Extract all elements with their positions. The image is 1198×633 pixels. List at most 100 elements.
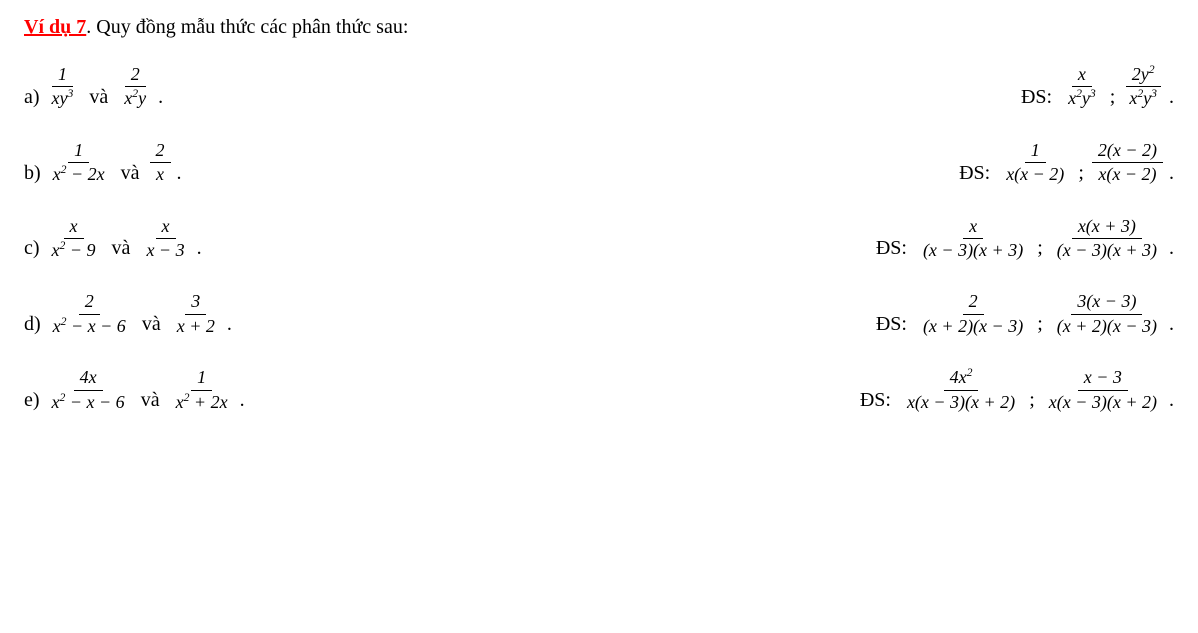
period: . [158,86,163,111]
separator: ; [1078,162,1084,187]
item-label: b) [24,162,41,187]
fraction-left-1: 1x2 − 2x [47,139,111,187]
exercise-right: ĐS:2(x + 2)(x − 3);3(x − 3)(x + 2)(x − 3… [876,290,1174,338]
fraction-right-1-denominator: x(x − 2) [1000,163,1070,186]
fraction-right-2: 3(x − 3)(x + 2)(x − 3) [1051,290,1163,338]
fraction-left-2: 3x + 2 [171,290,221,338]
item-label: e) [24,389,40,414]
fraction-left-2-numerator: x [156,215,176,239]
title-line: Ví dụ 7. Quy đồng mẫu thức các phân thức… [24,16,1174,39]
fraction-right-1-numerator: x [1072,63,1092,87]
fraction-left-1-numerator: 1 [68,139,89,163]
fraction-left-1-numerator: 1 [52,63,73,87]
answer-label: ĐS: [1021,86,1052,111]
fraction-right-2-numerator: 3(x − 3) [1071,290,1142,314]
fraction-right-2: 2y2x2y3 [1123,63,1163,111]
exercise-right: ĐS:x(x − 3)(x + 3);x(x + 3)(x − 3)(x + 3… [876,215,1174,263]
fraction-left-2: xx − 3 [140,215,190,263]
fraction-left-2-numerator: 3 [185,290,206,314]
period: . [1169,313,1174,338]
connector-va: và [89,86,108,111]
period: . [1169,86,1174,111]
period: . [1169,389,1174,414]
fraction-right-1: 1x(x − 2) [1000,139,1070,187]
fraction-right-1-denominator: x2y3 [1062,87,1102,110]
fraction-right-2-numerator: 2y2 [1126,63,1161,87]
fraction-right-2-denominator: x(x − 2) [1092,163,1162,186]
exercise-left: d)2x2 − x − 6và3x + 2. [24,290,232,338]
exercise-right: ĐS:xx2y3;2y2x2y3. [1021,63,1174,111]
fraction-left-1-numerator: 2 [79,290,100,314]
fraction-right-1-numerator: 2 [963,290,984,314]
connector-va: và [112,237,131,262]
fraction-left-2: 1x2 + 2x [170,366,234,414]
fraction-left-1: xx2 − 9 [46,215,102,263]
period: . [177,162,182,187]
fraction-right-2-numerator: x(x + 3) [1072,215,1142,239]
fraction-left-1: 1xy3 [46,63,80,111]
period: . [1169,237,1174,262]
period: . [240,389,245,414]
fraction-left-1: 4xx2 − x − 6 [46,366,131,414]
connector-va: và [142,313,161,338]
separator: ; [1037,313,1043,338]
period: . [227,313,232,338]
fraction-left-2-numerator: 2 [150,139,171,163]
fraction-right-1: xx2y3 [1062,63,1102,111]
separator: ; [1029,389,1035,414]
answer-label: ĐS: [876,237,907,262]
fraction-right-2-denominator: x(x − 3)(x + 2) [1043,391,1163,414]
exercise-left: b)1x2 − 2xvà2x. [24,139,182,187]
fraction-left-2-denominator: x [150,163,170,186]
fraction-right-2-numerator: 2(x − 2) [1092,139,1163,163]
fraction-right-2: x(x + 3)(x − 3)(x + 3) [1051,215,1163,263]
answer-label: ĐS: [959,162,990,187]
fraction-left-1-numerator: 4x [74,366,103,390]
fraction-right-2: 2(x − 2)x(x − 2) [1092,139,1163,187]
exercise-left: e)4xx2 − x − 6và1x2 + 2x. [24,366,245,414]
fraction-right-1: 4x2x(x − 3)(x + 2) [901,366,1021,414]
item-label: d) [24,313,41,338]
fraction-left-2: 2x2y [118,63,152,111]
exercise-left: a)1xy3và2x2y. [24,63,163,111]
fraction-right-1-numerator: 4x2 [944,366,979,390]
fraction-left-2-denominator: x − 3 [140,239,190,262]
fraction-right-2: x − 3x(x − 3)(x + 2) [1043,366,1163,414]
exercise-row: e)4xx2 − x − 6và1x2 + 2x.ĐS:4x2x(x − 3)(… [24,366,1174,414]
item-label: a) [24,86,40,111]
separator: ; [1037,237,1043,262]
separator: ; [1110,86,1116,111]
fraction-right-2-denominator: (x − 3)(x + 3) [1051,239,1163,262]
fraction-right-1: 2(x + 2)(x − 3) [917,290,1029,338]
period: . [1169,162,1174,187]
exercise-row: c)xx2 − 9vàxx − 3.ĐS:x(x − 3)(x + 3);x(x… [24,215,1174,263]
fraction-left-2-denominator: x2y [118,87,152,110]
fraction-right-2-denominator: x2y3 [1123,87,1163,110]
answer-label: ĐS: [860,389,891,414]
fraction-left-2: 2x [150,139,171,187]
fraction-left-1-denominator: x2 − 2x [47,163,111,186]
period: . [197,237,202,262]
fraction-left-1-denominator: x2 − x − 6 [47,315,132,338]
fraction-right-1-numerator: x [963,215,983,239]
exercise-list: a)1xy3và2x2y.ĐS:xx2y3;2y2x2y3.b)1x2 − 2x… [24,63,1174,414]
fraction-left-2-numerator: 2 [125,63,146,87]
fraction-right-1-numerator: 1 [1025,139,1046,163]
fraction-left-2-denominator: x + 2 [171,315,221,338]
fraction-right-1-denominator: (x − 3)(x + 3) [917,239,1029,262]
fraction-right-1-denominator: (x + 2)(x − 3) [917,315,1029,338]
fraction-left-1-denominator: xy3 [46,87,80,110]
exercise-left: c)xx2 − 9vàxx − 3. [24,215,202,263]
fraction-left-1: 2x2 − x − 6 [47,290,132,338]
answer-label: ĐS: [876,313,907,338]
fraction-left-1-denominator: x2 − 9 [46,239,102,262]
fraction-left-1-numerator: x [64,215,84,239]
exercise-right: ĐS:1x(x − 2);2(x − 2)x(x − 2). [959,139,1174,187]
fraction-right-2-denominator: (x + 2)(x − 3) [1051,315,1163,338]
exercise-right: ĐS:4x2x(x − 3)(x + 2);x − 3x(x − 3)(x + … [860,366,1174,414]
fraction-right-1: x(x − 3)(x + 3) [917,215,1029,263]
fraction-right-2-numerator: x − 3 [1078,366,1128,390]
item-label: c) [24,237,40,262]
title-text: . Quy đồng mẫu thức các phân thức sau: [86,16,408,38]
fraction-left-1-denominator: x2 − x − 6 [46,391,131,414]
